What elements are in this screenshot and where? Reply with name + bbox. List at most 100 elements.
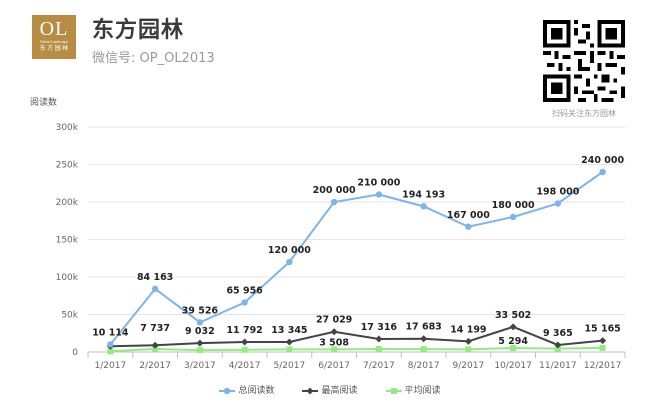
data-point	[554, 341, 562, 349]
y-tick-label: 200k	[56, 198, 79, 208]
legend-swatch-icon	[219, 387, 236, 394]
data-point	[464, 337, 472, 345]
data-label: 11 792	[226, 325, 262, 336]
legend-swatch-icon	[385, 387, 402, 394]
data-label: 9 032	[185, 326, 215, 337]
data-point	[286, 258, 293, 266]
x-tick-label: 11/2017	[539, 361, 576, 371]
header: OL Orient Landscape 东 方 园 林 东方园林 微信号: OP…	[0, 0, 660, 120]
data-point	[375, 191, 383, 198]
x-tick-label: 9/2017	[453, 361, 485, 371]
x-tick-label: 3/2017	[184, 361, 216, 371]
data-point	[330, 198, 338, 206]
x-tick-label: 1/2017	[95, 361, 127, 371]
legend-item[interactable]: 总阅读数	[219, 383, 274, 396]
y-tick-label: 150k	[56, 236, 79, 246]
data-label: 65 956	[226, 286, 263, 297]
data-point	[420, 335, 428, 343]
data-label: 240 000	[581, 155, 624, 166]
data-point	[420, 346, 427, 353]
data-point	[152, 346, 159, 352]
brand-logo: OL Orient Landscape 东 方 园 林	[32, 15, 76, 59]
data-point	[330, 328, 338, 336]
data-point	[151, 341, 159, 349]
data-label: 27 029	[316, 315, 352, 326]
logo-main-text: OL	[39, 18, 69, 40]
data-point	[599, 337, 607, 345]
data-label: 180 000	[492, 200, 535, 211]
y-tick-label: 0	[72, 348, 78, 358]
axes: 0 50k 100k 150k 200k 250k 300k 阅读数 1/2017 2/2017 3…	[30, 96, 626, 371]
data-label: 14 199	[450, 324, 486, 335]
series-3	[107, 344, 606, 355]
data-point	[306, 387, 314, 394]
data-point	[286, 346, 293, 353]
data-label: 13 345	[271, 325, 307, 336]
wechat-id: 微信号: OP_OL2013	[92, 51, 215, 66]
y-tick-label: 250k	[56, 161, 79, 171]
x-tick-label: 5/2017	[274, 361, 306, 371]
x-tick-label: 8/2017	[408, 361, 440, 371]
brand-title: 东方园林	[92, 18, 185, 43]
legend-label: 总阅读数	[238, 386, 275, 396]
data-point	[390, 387, 397, 394]
y-tick-label: 100k	[56, 273, 79, 283]
y-axis-label: 阅读数	[30, 96, 57, 108]
series-line	[110, 325, 603, 348]
data-point	[375, 335, 383, 343]
legend-label: 平均阅读	[404, 386, 441, 396]
data-label: 17 683	[405, 322, 441, 333]
logo-sub-text: Orient Landscape	[39, 39, 69, 44]
x-tick-label: 7/2017	[363, 361, 395, 371]
data-point	[241, 299, 248, 306]
data-point	[509, 213, 517, 221]
x-tick-label: 6/2017	[318, 361, 350, 371]
data-point	[331, 346, 338, 353]
data-point	[224, 387, 231, 394]
data-point	[196, 347, 203, 354]
x-tick-label: 4/2017	[229, 361, 261, 371]
data-point	[509, 323, 517, 331]
data-point	[241, 338, 249, 346]
data-point	[465, 223, 472, 230]
data-point	[196, 339, 204, 347]
x-tick-label: 2/2017	[139, 361, 171, 371]
data-point	[285, 338, 293, 346]
data-point	[241, 346, 248, 353]
data-label: 167 000	[447, 210, 490, 221]
y-tick-label: 50k	[61, 311, 78, 321]
data-point	[196, 319, 204, 326]
legend: 总阅读数 最高阅读 平均阅读	[0, 383, 660, 396]
data-label: 15 165	[584, 324, 620, 335]
qr-code-icon	[543, 20, 625, 102]
series-line	[109, 171, 604, 346]
y-tick-label: 300k	[56, 123, 79, 133]
series-1	[107, 168, 606, 348]
data-label: 5 294	[498, 336, 528, 347]
series	[106, 168, 607, 355]
data-point	[151, 285, 159, 293]
data-label: 84 163	[137, 272, 173, 283]
legend-item[interactable]: 最高阅读	[302, 383, 358, 396]
data-label: 10 114	[92, 327, 129, 338]
data-label: 120 000	[268, 245, 311, 256]
logo-cn-text: 东 方 园 林	[39, 46, 69, 52]
series-2	[106, 323, 607, 350]
legend-item[interactable]: 平均阅读	[385, 383, 441, 396]
data-point	[420, 203, 427, 210]
data-label: 198 000	[536, 187, 579, 198]
data-point	[107, 341, 114, 348]
data-point	[599, 168, 606, 176]
data-label: 7 737	[140, 323, 170, 334]
data-label: 210 000	[357, 178, 400, 189]
data-point	[554, 200, 562, 207]
legend-label: 最高阅读	[321, 386, 358, 396]
gridlines	[88, 126, 625, 315]
data-point	[510, 345, 517, 352]
data-label: 3 508	[319, 337, 349, 348]
data-label: 39 526	[182, 305, 219, 316]
data-point	[375, 346, 382, 352]
data-label: 9 365	[543, 328, 573, 339]
data-point	[107, 348, 114, 355]
